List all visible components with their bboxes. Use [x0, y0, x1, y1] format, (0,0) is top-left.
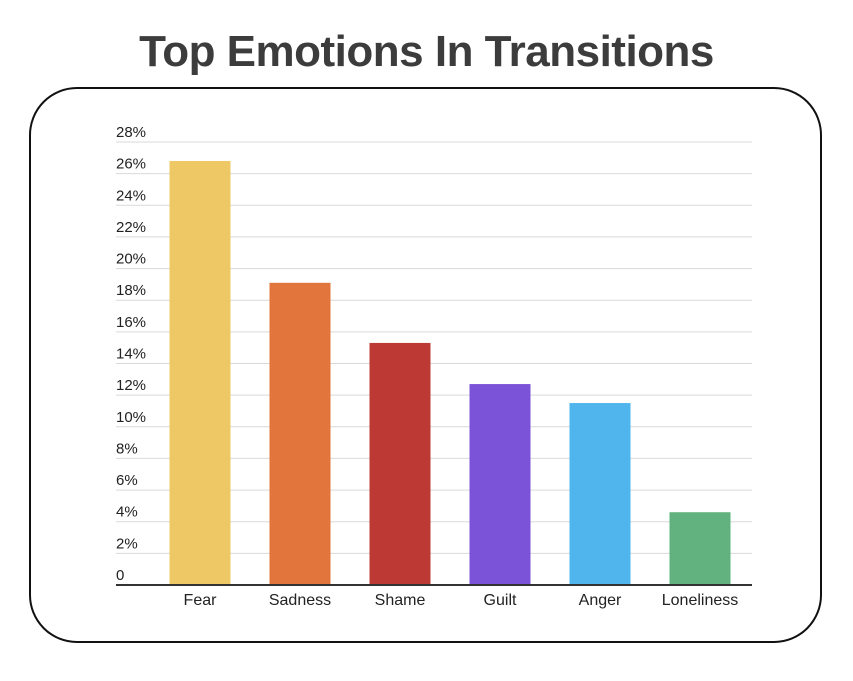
bar-guilt — [469, 384, 531, 585]
y-tick-label: 28% — [116, 124, 146, 141]
x-category-label: Sadness — [269, 592, 331, 609]
y-tick-label: 4% — [116, 504, 138, 521]
bar-fear — [169, 160, 231, 585]
y-tick-label: 18% — [116, 282, 146, 299]
x-category-label: Guilt — [484, 592, 517, 609]
y-axis-ticks: 0 2% 4% 6% 8% 10% 12% 14% 16% 18% 20% 22% 24% 26% 28% — [116, 124, 146, 584]
y-tick-label: 12% — [116, 377, 146, 394]
y-tick-label: 0 — [116, 567, 124, 584]
y-tick-label: 22% — [116, 219, 146, 236]
y-tick-label: 26% — [116, 156, 146, 173]
bar-shame — [369, 342, 431, 585]
x-category-label: Anger — [579, 592, 622, 609]
chart-title: Top Emotions In Transitions — [139, 27, 714, 76]
x-category-label: Shame — [375, 592, 426, 609]
bar-sadness — [269, 282, 331, 585]
y-tick-label: 8% — [116, 440, 138, 457]
y-tick-label: 2% — [116, 535, 138, 552]
x-category-label: Loneliness — [662, 592, 739, 609]
y-tick-label: 20% — [116, 251, 146, 268]
bar-loneliness — [669, 512, 731, 585]
y-tick-label: 10% — [116, 409, 146, 426]
bars — [169, 160, 731, 585]
x-axis-labels: Fear Sadness Shame Guilt Anger Loneliness — [184, 592, 739, 609]
x-category-label: Fear — [184, 592, 218, 609]
y-tick-label: 14% — [116, 346, 146, 363]
y-tick-label: 16% — [116, 314, 146, 331]
y-tick-label: 24% — [116, 187, 146, 204]
y-tick-label: 6% — [116, 472, 138, 489]
bar-anger — [569, 403, 631, 585]
